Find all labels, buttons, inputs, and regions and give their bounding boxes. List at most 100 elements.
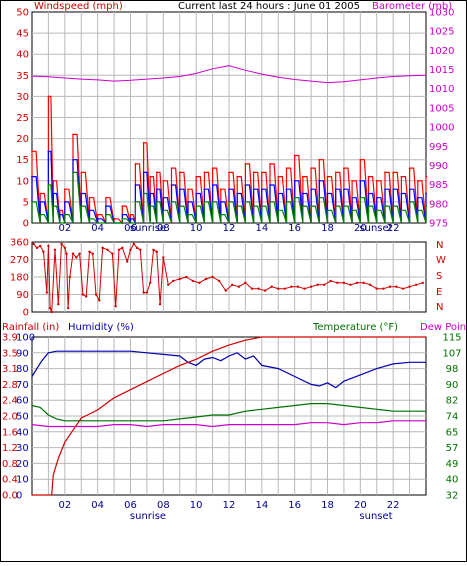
- sunrise-label-bottom: sunrise: [130, 511, 166, 522]
- hour-tick-label: 12: [223, 223, 236, 234]
- rain-tick-label: 1.6: [2, 427, 18, 438]
- minimum-wind-point: [178, 205, 181, 207]
- average-wind-point: [105, 205, 107, 207]
- hour-tick-label: 20: [354, 223, 367, 234]
- average-wind-point: [228, 188, 230, 191]
- windspeed-tick-label: 15: [16, 155, 29, 166]
- direction-point: [88, 250, 91, 253]
- direction-point: [101, 246, 104, 250]
- average-wind-point: [211, 184, 214, 186]
- minimum-wind-point: [155, 201, 158, 203]
- gust-wind-point: [384, 171, 386, 174]
- direction-point: [342, 281, 346, 285]
- direction-point: [191, 279, 195, 283]
- direction-point: [277, 287, 280, 290]
- windspeed-tick-label: 5: [23, 197, 29, 208]
- minimum-wind-point: [228, 201, 230, 203]
- direction-point: [257, 287, 260, 290]
- humidity-tick-label: 20: [16, 459, 29, 470]
- climate-grid: [32, 337, 426, 495]
- rain-tick-label: 3.1: [2, 364, 18, 375]
- average-wind-point: [203, 188, 206, 191]
- minimum-wind-point: [211, 201, 214, 203]
- hour-tick-label: 16: [288, 223, 301, 234]
- hour-tick-label: 14: [255, 223, 268, 234]
- average-wind-point: [121, 213, 124, 216]
- direction-point: [375, 287, 378, 290]
- average-wind-point: [310, 188, 312, 191]
- minimum-wind-point: [121, 217, 124, 220]
- direction-point: [362, 281, 365, 285]
- direction-point: [217, 279, 221, 283]
- temperature-tick-label: 40: [446, 475, 459, 486]
- direction-point: [129, 248, 132, 251]
- direction-tick-label: 0: [23, 308, 29, 319]
- minimum-wind-point: [277, 209, 280, 212]
- temperature-tick-label: 74: [446, 412, 459, 423]
- compass-label: W: [436, 255, 446, 266]
- average-wind-point: [334, 188, 337, 191]
- direction-point: [111, 252, 114, 255]
- direction-point: [395, 285, 398, 288]
- minimum-wind-point: [31, 201, 33, 203]
- gust-wind-point: [416, 180, 419, 182]
- direction-point: [421, 281, 424, 285]
- average-wind-point: [392, 188, 394, 191]
- gust-wind-point: [105, 196, 107, 199]
- minimum-wind-point: [269, 201, 271, 203]
- gust-wind-point: [149, 175, 151, 178]
- hour-tick-label: 14: [255, 500, 268, 511]
- direction-point: [126, 260, 129, 263]
- hour-tick-label: 02: [58, 500, 71, 511]
- gust-wind-point: [425, 175, 427, 178]
- average-wind-point: [400, 192, 403, 195]
- hour-tick-label: 04: [91, 223, 104, 234]
- sunset-label-bottom: sunset: [359, 511, 392, 522]
- rainfall-axis-label: Rainfall (in): [2, 322, 59, 333]
- direction-point: [408, 285, 411, 288]
- minimum-wind-point: [96, 222, 99, 224]
- humidity-y-ticks: 0 10 20 30 40 50 60 70 80 90 100: [16, 333, 35, 502]
- direction-point: [139, 248, 142, 251]
- temperature-tick-label: 115: [442, 333, 461, 344]
- average-wind-point: [359, 180, 362, 182]
- direction-point: [32, 242, 35, 246]
- barometer-tick-label: 995: [429, 142, 448, 153]
- minimum-wind-point: [416, 209, 419, 212]
- minimum-wind-point: [302, 205, 304, 207]
- barometer-y-ticks: 975 980 985 990 995 1000 1005 1010 1015 1020 1025 1…: [429, 8, 454, 230]
- gust-wind-point: [142, 142, 145, 144]
- direction-point: [149, 281, 152, 285]
- average-wind-point: [252, 188, 255, 191]
- barometer-line: [31, 65, 427, 84]
- minimum-wind-point: [326, 209, 329, 212]
- average-wind-point: [269, 184, 271, 186]
- barometer-tick-label: 1025: [429, 27, 454, 38]
- barometer-tick-label: 985: [429, 180, 448, 191]
- average-wind-point: [425, 192, 427, 195]
- average-wind-point: [416, 196, 419, 199]
- direction-point: [145, 291, 149, 294]
- barometer-axis-label: Barometer (mb): [372, 1, 452, 12]
- minimum-wind-point: [113, 222, 115, 224]
- average-wind-point: [80, 192, 83, 195]
- gust-wind-point: [244, 163, 247, 165]
- minimum-wind-point: [170, 201, 173, 203]
- direction-point: [78, 252, 81, 255]
- hour-tick-label: 06: [124, 500, 137, 511]
- gust-wind-point: [343, 167, 345, 169]
- hour-tick-label: 06: [124, 223, 137, 234]
- windspeed-tick-label: 50: [16, 8, 29, 19]
- minimum-wind-point: [72, 171, 74, 174]
- windspeed-tick-label: 35: [16, 71, 29, 82]
- minimum-wind-point: [129, 222, 132, 224]
- temperature-tick-label: 57: [446, 443, 459, 454]
- average-wind-point: [343, 188, 345, 191]
- direction-point: [45, 291, 48, 294]
- average-wind-point: [302, 192, 304, 195]
- average-wind-point: [375, 196, 378, 199]
- windspeed-tick-label: 40: [16, 50, 29, 61]
